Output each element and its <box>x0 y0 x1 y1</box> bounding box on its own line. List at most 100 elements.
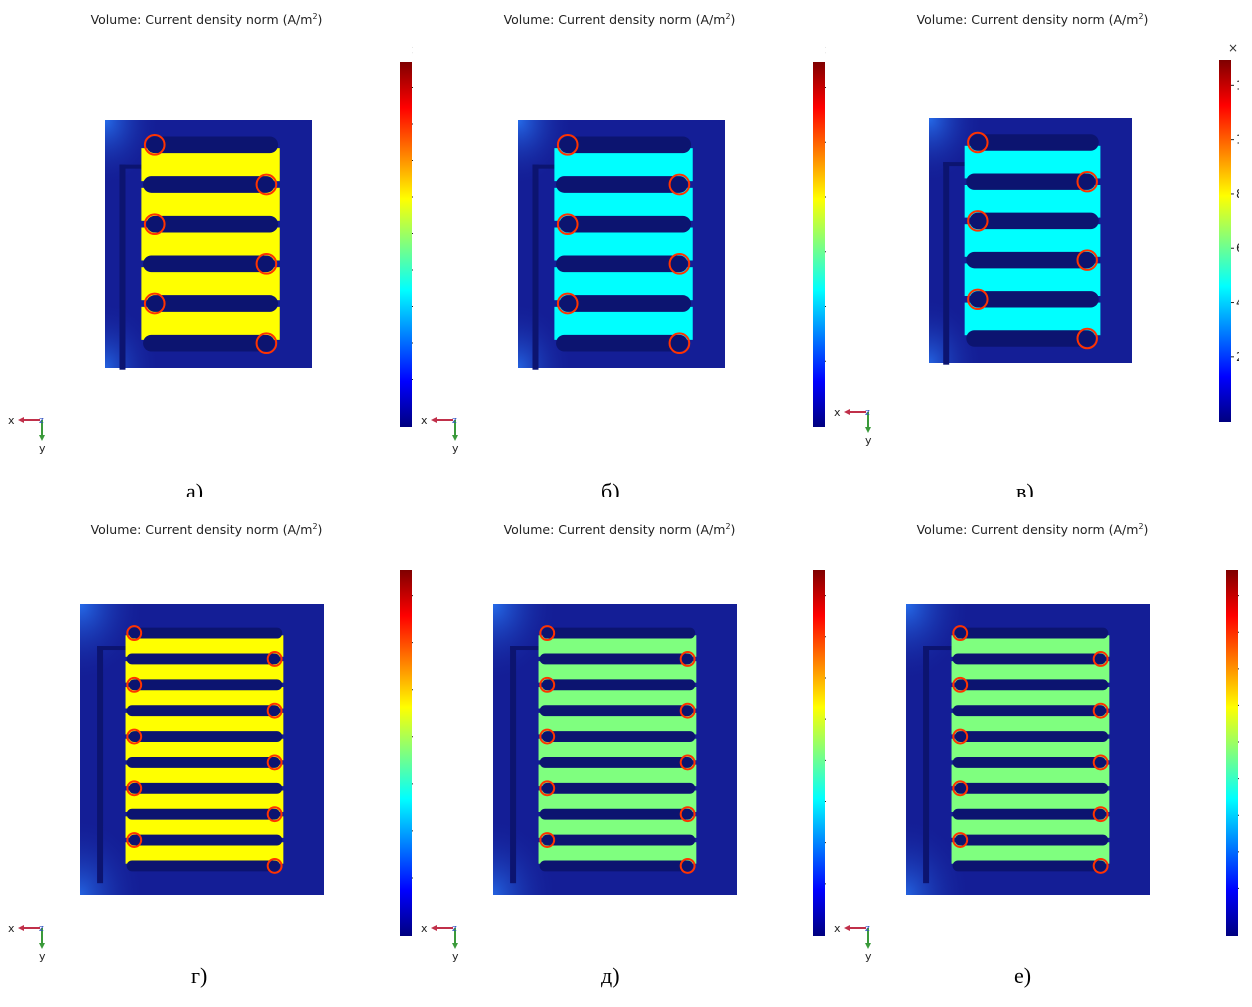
channel-finger <box>126 860 281 872</box>
channel-finger <box>146 215 279 233</box>
channel-finger <box>966 173 1096 190</box>
current-hotspot <box>255 173 278 196</box>
feed-channel <box>119 164 147 169</box>
current-hotspot <box>126 728 143 745</box>
channel-finger <box>559 295 692 312</box>
feed-channel <box>510 646 542 651</box>
channel-finger <box>541 627 696 639</box>
colorbar-tick-label: 12 <box>1236 78 1239 92</box>
channel-finger <box>969 291 1099 308</box>
channel-finger <box>126 705 281 717</box>
current-hotspot <box>1092 651 1109 667</box>
channel-finger <box>556 255 688 273</box>
current-hotspot <box>1076 249 1098 271</box>
z-axis-label: z <box>452 416 457 426</box>
channel-finger <box>126 808 281 820</box>
x-axis-label: x <box>8 414 15 427</box>
z-axis-label: z <box>865 408 870 418</box>
current-band <box>538 790 697 812</box>
current-band <box>951 764 1110 787</box>
current-band <box>951 842 1110 864</box>
current-band <box>538 738 697 761</box>
current-hotspot <box>266 651 283 667</box>
x-axis-label: x <box>421 922 428 935</box>
channel-finger <box>952 860 1107 872</box>
current-hotspot <box>556 213 579 235</box>
plot-title: Volume: Current density norm (A/m2) <box>90 522 323 538</box>
channel-finger <box>539 757 694 768</box>
current-band <box>141 267 280 301</box>
x-axis-label: x <box>834 406 841 419</box>
current-hotspot <box>952 625 969 642</box>
colorbar-multiplier: × <box>824 43 826 57</box>
panel-a: Volume: Current density norm (A/m2) 9876… <box>0 0 413 497</box>
current-band <box>538 712 697 735</box>
current-band <box>964 302 1101 336</box>
channel-finger <box>541 782 696 794</box>
feed-channel <box>943 162 950 365</box>
channel-finger <box>966 330 1096 347</box>
feed-channel <box>97 646 129 651</box>
current-hotspot <box>266 857 283 874</box>
current-band <box>964 184 1101 218</box>
x-axis-arrowhead <box>18 417 24 423</box>
current-hotspot <box>668 332 691 355</box>
plot-title: Volume: Current density norm (A/m2) <box>916 12 1149 28</box>
feed-channel <box>97 646 104 884</box>
channel-finger <box>952 757 1107 768</box>
current-hotspot <box>255 332 278 355</box>
figure-caption: в) <box>1016 479 1034 497</box>
current-density-plot: 118642xzy <box>421 62 826 455</box>
current-hotspot <box>126 676 143 693</box>
current-density-plot: 111((((xzy <box>8 570 413 963</box>
current-band <box>951 712 1110 735</box>
figure-caption: д) <box>601 963 620 988</box>
current-band <box>125 661 284 683</box>
y-axis-arrowhead <box>452 943 458 949</box>
x-axis-label: x <box>834 922 841 935</box>
current-band <box>554 148 693 182</box>
current-band <box>141 227 280 261</box>
current-hotspot <box>143 292 166 315</box>
x-axis-label: x <box>8 922 15 935</box>
channel-finger <box>146 295 279 312</box>
channel-finger <box>539 653 694 665</box>
current-hotspot <box>539 728 556 745</box>
colorbar <box>813 62 825 427</box>
channel-finger <box>143 255 275 273</box>
colorbar-multiplier: ×1 <box>1228 41 1239 55</box>
feed-channel <box>923 646 930 884</box>
y-axis-arrowhead <box>39 943 45 949</box>
current-band <box>554 267 693 301</box>
current-hotspot <box>266 806 283 823</box>
current-hotspot <box>255 253 278 275</box>
colorbar-tick-label: 6 <box>1236 241 1239 255</box>
channel-finger <box>954 627 1109 639</box>
current-density-plot: 12 10 8 6 4 2 x z y <box>834 60 1239 447</box>
current-band <box>125 738 284 761</box>
y-axis-arrowhead <box>452 435 458 441</box>
current-band <box>538 687 697 709</box>
feed-channel <box>923 646 955 651</box>
z-axis-label: z <box>39 416 44 426</box>
channel-finger <box>954 679 1109 691</box>
current-band <box>125 712 284 735</box>
current-band <box>538 661 697 683</box>
channel-finger <box>128 834 283 846</box>
current-hotspot <box>967 288 989 311</box>
current-hotspot <box>266 702 283 719</box>
channel-finger <box>128 731 283 742</box>
current-hotspot <box>679 754 696 771</box>
current-band <box>125 635 284 657</box>
channel-finger <box>954 782 1109 794</box>
y-axis-label: y <box>39 950 46 963</box>
current-hotspot <box>1092 702 1109 719</box>
channel-finger <box>541 731 696 742</box>
colorbar-multiplier: × <box>411 43 413 57</box>
current-hotspot <box>679 806 696 823</box>
colorbar <box>1226 570 1238 936</box>
current-hotspot <box>556 133 579 156</box>
